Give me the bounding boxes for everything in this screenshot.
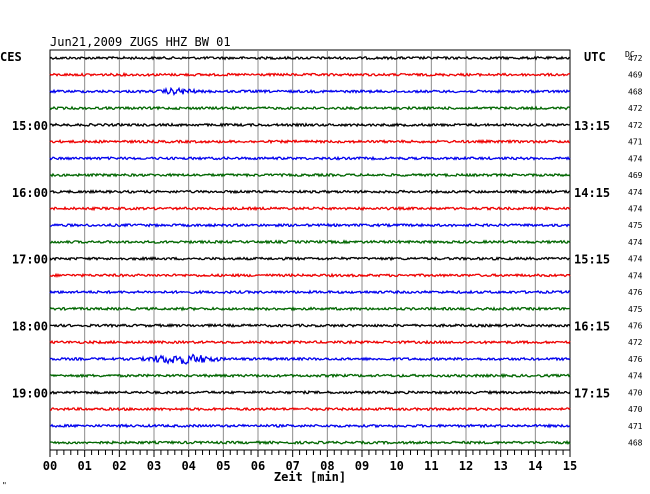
dc-value-label: 474 [628,238,643,247]
seismic-traces [49,55,571,446]
left-time-label: 18:00 [12,320,48,334]
dc-value-label: 475 [628,305,643,314]
right-time-label: 13:15 [574,119,610,133]
x-tick-label: 15 [563,459,577,473]
x-axis: 00 01 02 03 04 05 06 07 08 09 10 11 12 13 14 15 [43,450,577,473]
dc-value-label: 476 [628,288,643,297]
dc-header: DC [625,50,635,59]
seismic-trace [49,155,571,161]
right-time-label: 15:15 [574,253,610,267]
x-tick-label: 02 [112,459,126,473]
seismic-trace [49,122,571,128]
seismic-trace [49,239,571,245]
seismic-trace [49,353,571,365]
dc-value-label: 469 [628,71,643,80]
x-tick-label: 10 [389,459,403,473]
seismic-trace [50,322,571,329]
seismic-trace [49,272,571,279]
x-tick-label: 06 [251,459,265,473]
x-tick-label: 03 [147,459,161,473]
seismic-trace [49,105,571,111]
seismic-trace [49,222,570,228]
dc-value-label: 474 [628,372,643,381]
dc-value-label: 469 [628,171,643,180]
seismic-trace [49,205,571,212]
seismic-trace [49,389,571,395]
right-time-label: 14:15 [574,186,610,200]
time-labels: 472 469 468 472 472 15:00 13:15 471 474 469 474 16:… [12,54,643,448]
right-time-label: 16:15 [574,320,610,334]
dc-value-label: 475 [628,221,643,230]
dc-value-label: 474 [628,271,643,280]
left-time-label: 17:00 [12,253,48,267]
seismic-trace [49,71,571,78]
dc-value-label: 470 [628,388,643,397]
grid-lines [84,50,536,450]
seismic-trace [49,172,571,178]
right-axis-title: UTC [584,50,606,64]
seismic-trace [49,255,570,262]
left-axis-title: CES [0,50,22,64]
x-tick-label: 14 [528,459,542,473]
dc-value-label: 468 [628,439,643,448]
seismic-trace [49,306,571,312]
x-tick-label: 01 [77,459,91,473]
seismic-trace [49,189,571,195]
dc-value-label: 474 [628,154,643,163]
seismic-trace [49,86,571,97]
dc-value-label: 474 [628,188,643,197]
dc-value-label: 474 [628,255,643,264]
seismic-trace [49,423,571,429]
dc-value-label: 470 [628,405,643,414]
x-tick-label: 04 [181,459,195,473]
seismic-trace [49,55,571,61]
chart-title: Jun21,2009 ZUGS HHZ BW 01 [50,35,231,49]
dc-value-label: 472 [628,104,643,113]
x-tick-label: 13 [493,459,507,473]
seismic-trace [50,372,571,379]
seismic-trace [49,289,571,295]
seismic-trace [49,339,571,345]
right-time-label: 17:15 [574,386,610,400]
seismic-trace [49,139,570,145]
dc-value-label: 472 [628,121,643,130]
x-tick-label: 08 [320,459,334,473]
plot-frame [49,49,571,451]
dc-value-label: 476 [628,355,643,364]
seismic-trace [49,406,571,412]
dc-value-label: 471 [628,422,643,431]
dc-value-label: 471 [628,138,643,147]
dc-value-label: 468 [628,87,643,96]
x-tick-label: 05 [216,459,230,473]
left-time-label: 19:00 [12,386,48,400]
left-time-label: 15:00 [12,119,48,133]
x-tick-label: 09 [355,459,369,473]
x-tick-label: 07 [285,459,299,473]
dc-value-label: 474 [628,204,643,213]
dc-value-label: 476 [628,322,643,331]
dc-value-label: 472 [628,338,643,347]
left-time-label: 16:00 [12,186,48,200]
x-tick-label: 11 [424,459,438,473]
x-tick-label: 12 [459,459,473,473]
seismic-trace [49,439,571,446]
x-axis-label: Zeit [min] [274,470,346,484]
x-tick-label: 00 [43,459,57,473]
dc-value-label: 472 [628,54,643,63]
corner-mark: " [2,481,7,490]
